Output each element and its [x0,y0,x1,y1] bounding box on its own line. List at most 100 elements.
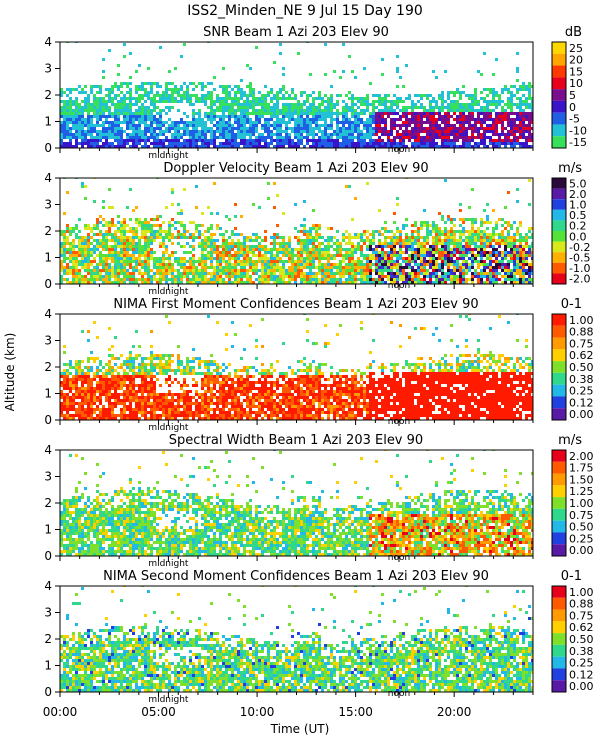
colorbar-swatch [552,610,566,622]
panel-3: NIMA First Moment Confidences Beam 1 Azi… [44,297,593,433]
y-tick-label: 2 [44,496,52,510]
heatmap-field [60,584,534,692]
x-tick-label: 05:00 [141,705,176,719]
colorbar-swatch [552,231,566,242]
midnight-label: midnight [148,695,189,705]
colorbar-swatch [552,314,566,326]
colorbar-swatch [552,199,566,210]
y-tick-label: 3 [44,470,52,484]
colorbar-unit: 0-1 [561,569,582,584]
colorbar-swatch [552,42,566,54]
colorbar-swatch [552,101,566,113]
x-tick-label: 10:00 [240,705,275,719]
colorbar-swatch [552,77,566,89]
colorbar-swatch [552,326,566,338]
y-tick-label: 4 [44,171,52,185]
colorbar-unit: 0-1 [561,297,582,312]
colorbar-label: 0.00 [569,680,594,693]
y-tick-label: 3 [44,198,52,212]
colorbar-swatch [552,113,566,125]
colorbar-label: 0.00 [569,544,594,557]
colorbar-swatch [552,544,566,556]
y-tick-label: 0 [44,141,52,155]
colorbar-swatch [552,657,566,669]
colorbar-swatch [552,124,566,136]
colorbar-swatch [552,668,566,680]
colorbar-swatch [552,349,566,361]
noon-label: noon [388,417,410,427]
y-tick-label: 0 [44,277,52,291]
y-tick-label: 2 [44,224,52,238]
noon-label: noon [388,689,410,699]
colorbar-label: -2.0 [569,273,590,286]
y-tick-label: 1 [44,251,52,265]
colorbar-swatch [552,210,566,221]
colorbar-swatch [552,54,566,66]
panel-title: SNR Beam 1 Azi 203 Elev 90 [203,25,389,40]
colorbar-swatch [552,273,566,284]
colorbar-swatch [552,66,566,78]
panel-4: Spectral Width Beam 1 Azi 203 Elev 90 m/s… [44,433,593,569]
colorbar-swatch [552,497,566,509]
y-tick-label: 1 [44,659,52,673]
colorbar-swatch [552,396,566,408]
y-tick-label: 3 [44,62,52,76]
colorbar-swatch [552,521,566,533]
midnight-label: midnight [148,423,189,433]
panels: SNR Beam 1 Azi 203 Elev 90 dB 0 1 2 3 4 midnigh… [43,25,594,719]
panel-title: Spectral Width Beam 1 Azi 203 Elev 90 [169,433,423,448]
y-tick-label: 4 [44,443,52,457]
noon-label: noon [388,553,410,563]
colorbar-swatch [552,462,566,474]
colorbar-unit: m/s [558,161,582,176]
y-tick-label: 3 [44,334,52,348]
colorbar-swatch [552,645,566,657]
colorbar-swatch [552,621,566,633]
colorbar-swatch [552,263,566,274]
midnight-label: midnight [148,151,189,161]
colorbar-swatch [552,136,566,148]
x-axis-label: Time (UT) [270,722,330,736]
panel-title: Doppler Velocity Beam 1 Azi 203 Elev 90 [163,161,428,176]
colorbar-swatch [552,633,566,645]
colorbar-swatch [552,361,566,373]
y-tick-label: 4 [44,579,52,593]
heatmap-field [60,40,534,148]
y-axis-label: Altitude (km) [3,333,17,412]
x-tick-label: 00:00 [43,705,78,719]
y-tick-label: 4 [44,307,52,321]
colorbar-swatch [552,509,566,521]
panel-title: NIMA Second Moment Confidences Beam 1 Az… [103,569,489,584]
colorbar-swatch [552,373,566,385]
colorbar-swatch [552,598,566,610]
colorbar-label: -15 [569,136,587,149]
noon-label: noon [388,281,410,291]
colorbar-swatch [552,586,566,598]
colorbar-swatch [552,178,566,189]
colorbar-swatch [552,680,566,692]
colorbar-swatch [552,450,566,462]
y-tick-label: 1 [44,387,52,401]
figure-header: ISS2_Minden_NE 9 Jul 15 Day 190 [187,3,423,19]
colorbar-swatch [552,485,566,497]
y-tick-label: 2 [44,360,52,374]
heatmap-field [60,448,534,556]
heatmap-field [60,312,534,420]
colorbar-unit: m/s [558,433,582,448]
y-tick-label: 0 [44,413,52,427]
y-tick-label: 1 [44,523,52,537]
noon-label: noon [388,145,410,155]
y-tick-label: 0 [44,685,52,699]
y-tick-label: 1 [44,115,52,129]
colorbar-swatch [552,242,566,253]
colorbar-swatch [552,532,566,544]
colorbar-swatch [552,189,566,200]
colorbar-swatch [552,220,566,231]
panel-5: NIMA Second Moment Confidences Beam 1 Az… [44,569,593,705]
colorbar-swatch [552,385,566,397]
colorbar-swatch [552,89,566,101]
colorbar-unit: dB [565,25,582,40]
colorbar-swatch [552,338,566,350]
